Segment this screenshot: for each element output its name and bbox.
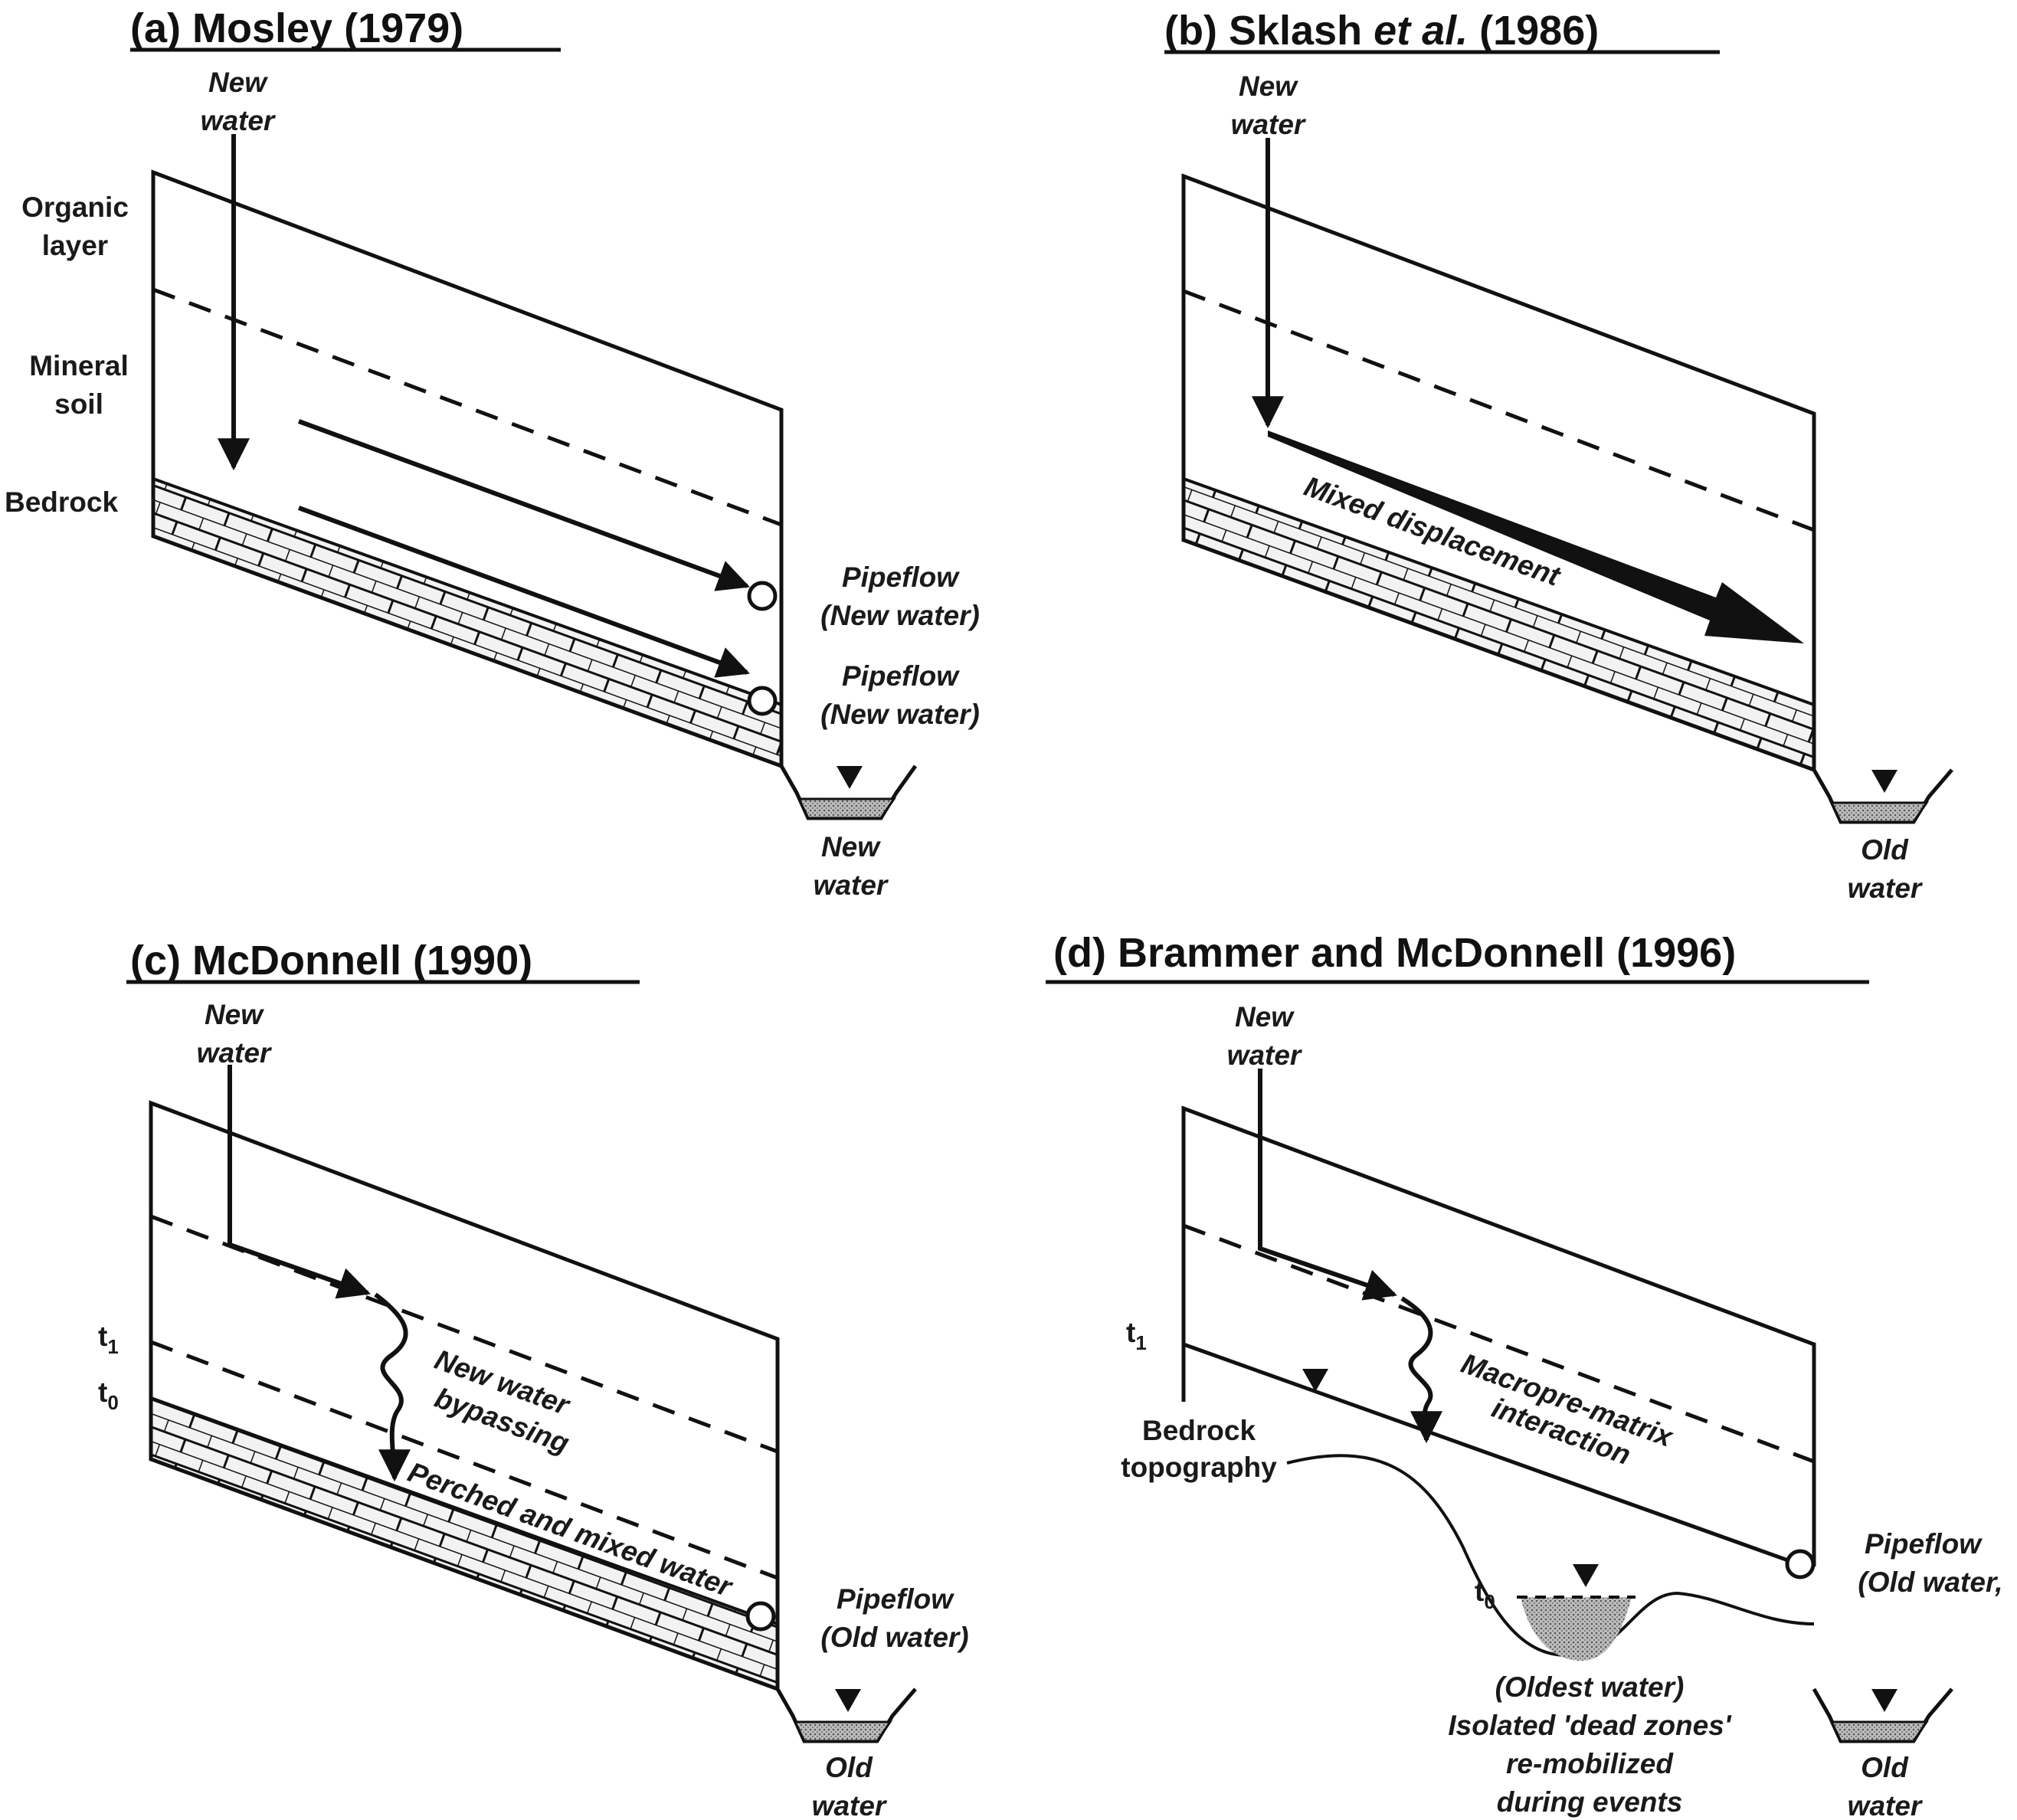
panel-d-t1-water-table [1183, 1342, 1799, 1566]
panel-a-pipe-upper [747, 581, 778, 611]
panel-b-stream-label-2: water [1848, 872, 1924, 904]
oldest-water-label-3: re-mobilized [1506, 1748, 1674, 1779]
bedrock-topography-label-1: Bedrock [1142, 1415, 1256, 1446]
panel-a: (a) Mosley (1979) New water Organic laye… [5, 5, 980, 901]
panel-c-pipe-label-1: Pipeflow [837, 1583, 954, 1615]
organic-layer-label-2: layer [42, 230, 108, 261]
panel-c-t0-label: t0 [98, 1376, 119, 1414]
panel-b-mixed-displacement-arrow [1268, 430, 1804, 643]
panel-c-title: (c) McDonnell (1990) [130, 938, 532, 984]
mineral-soil-label-2: soil [54, 388, 103, 420]
panel-d-macropore-arrow [1400, 1296, 1442, 1444]
panel-c-bypass-arrow [374, 1292, 411, 1482]
panel-d-title: (d) Brammer and McDonnell (1996) [1053, 930, 1736, 976]
panel-d-new-water-arrow [1258, 1069, 1397, 1301]
panel-c-stream-label-2: water [812, 1790, 888, 1820]
panel-d-soil-boundary [1183, 1223, 1815, 1464]
panel-c-bedrock-layer [149, 1396, 779, 1691]
panel-b-new-water-label-1: New [1239, 70, 1298, 102]
panel-b-new-water-label-2: water [1231, 109, 1307, 140]
oldest-water-label-2: Isolated 'dead zones' [1448, 1710, 1731, 1741]
panel-a-pipe2-label-1: Pipeflow [842, 660, 960, 692]
panel-d-pipe-label-1: Pipeflow [1865, 1528, 1983, 1560]
panel-d-t1-marker [1302, 1369, 1328, 1392]
panel-c-new-water-label-1: New [205, 999, 264, 1030]
panel-d-new-water-label-2: water [1227, 1039, 1303, 1071]
panel-a-pipeflow-arrow-lower [297, 506, 750, 678]
dead-zone-water [1521, 1597, 1632, 1661]
panel-c-t-boundary-upper [150, 1214, 778, 1454]
panel-c-new-water-arrow [228, 1065, 371, 1299]
panel-c-stream-label-1: Old [825, 1752, 873, 1783]
panel-a-stream-water [797, 797, 896, 820]
panel-c-pipe-label-2: (Old water) [820, 1622, 968, 1653]
panel-c-t1-water-table [150, 1340, 778, 1580]
panel-c-water-table-marker [835, 1689, 861, 1712]
panel-a-new-water-label-1: New [208, 67, 268, 98]
panel-a-pipe1-label-2: (New water) [820, 600, 980, 631]
panel-d-t1-label: t1 [1126, 1317, 1147, 1354]
oldest-water-label-4: during events [1497, 1786, 1683, 1818]
panel-a-pipe1-label-1: Pipeflow [842, 561, 960, 593]
panel-d-stream-water [1829, 1720, 1929, 1743]
bedrock-label: Bedrock [5, 486, 118, 518]
panel-d-t0-label: t0 [1475, 1576, 1495, 1613]
panel-d: (d) Brammer and McDonnell (1996) New wat… [1046, 930, 2003, 1820]
panel-d-stream-label-1: Old [1861, 1752, 1909, 1783]
panel-c-stream-water [793, 1720, 892, 1743]
panel-a-stream-label-1: New [821, 831, 881, 863]
panel-a-new-water-label-2: water [201, 105, 277, 136]
panel-b-title: (b) Sklash et al. (1986) [1164, 8, 1599, 54]
panel-d-t0-marker [1573, 1564, 1599, 1587]
oldest-water-label-1: (Oldest water) [1495, 1671, 1685, 1703]
panel-a-pipeflow-arrow-upper [297, 419, 750, 591]
panel-d-hillslope-outline [1181, 1105, 1816, 1566]
panel-b: (b) Sklash et al. (1986) New water Mixed… [1164, 8, 1953, 904]
panel-d-pipe [1785, 1549, 1816, 1579]
panel-a-bedrock-layer [152, 476, 783, 768]
panel-c-t1-label: t1 [98, 1321, 119, 1358]
panel-c-new-water-label-2: water [197, 1037, 273, 1069]
panel-d-water-table-marker [1871, 1689, 1897, 1712]
panel-b-stream-water [1829, 801, 1929, 823]
panel-c: (c) McDonnell (1990) New water t1 t0 New… [98, 938, 969, 1820]
panel-a-pipe-lower [747, 686, 778, 716]
panel-b-water-table-marker [1871, 770, 1897, 793]
panel-a-title: (a) Mosley (1979) [130, 5, 463, 51]
panel-b-soil-boundary [1183, 289, 1815, 532]
bedrock-topography-label-2: topography [1121, 1452, 1277, 1483]
organic-layer-label-1: Organic [21, 191, 129, 223]
panel-d-pipe-label-2: (Old water, [1858, 1566, 2002, 1598]
mineral-soil-label-1: Mineral [29, 350, 129, 381]
panel-b-stream-label-1: Old [1861, 834, 1909, 866]
panel-d-stream-label-2: water [1848, 1790, 1924, 1820]
panel-d-new-water-label-1: New [1235, 1001, 1295, 1033]
panel-a-stream-label-2: water [814, 869, 889, 901]
panel-c-pipe [745, 1601, 776, 1632]
panel-a-pipe2-label-2: (New water) [820, 699, 980, 730]
panel-a-water-table-marker [837, 766, 863, 789]
panel-a-soil-boundary [152, 287, 782, 527]
